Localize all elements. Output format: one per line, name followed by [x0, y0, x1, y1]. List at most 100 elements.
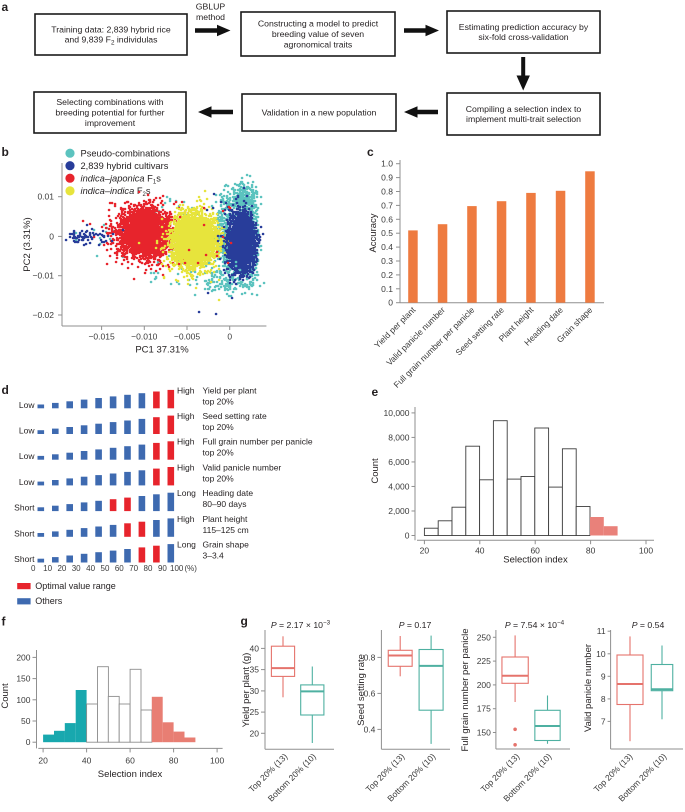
svg-text:50: 50	[21, 716, 31, 726]
svg-text:top 20%: top 20%	[203, 448, 235, 458]
svg-text:Long: Long	[177, 488, 196, 498]
svg-text:100: 100	[170, 564, 184, 573]
svg-text:Selection index: Selection index	[98, 769, 163, 780]
svg-text:0.9: 0.9	[381, 173, 393, 183]
svg-text:Grain shape: Grain shape	[203, 540, 250, 550]
svg-text:d: d	[2, 383, 9, 397]
svg-text:175: 175	[477, 704, 491, 714]
svg-text:0: 0	[26, 737, 31, 747]
svg-text:0.5: 0.5	[381, 228, 393, 238]
svg-text:Constructing a model to predic: Constructing a model to predict	[258, 19, 379, 29]
svg-text:Low: Low	[19, 451, 35, 461]
svg-text:40: 40	[250, 643, 260, 653]
svg-text:−0.015: −0.015	[88, 332, 115, 342]
svg-text:40: 40	[475, 546, 485, 556]
svg-text:8,000: 8,000	[388, 432, 410, 442]
svg-text:70: 70	[129, 564, 138, 573]
svg-text:High: High	[177, 385, 195, 395]
svg-text:−0.01: −0.01	[32, 271, 54, 281]
svg-text:10: 10	[43, 564, 52, 573]
svg-text:7: 7	[601, 716, 606, 726]
svg-text:30: 30	[250, 686, 260, 696]
svg-text:g: g	[241, 614, 248, 628]
svg-text:4,000: 4,000	[388, 481, 410, 491]
svg-text:and 9,839 F2 individulas: and 9,839 F2 individulas	[65, 35, 159, 47]
svg-text:1.0: 1.0	[381, 159, 393, 169]
svg-text:0: 0	[49, 231, 54, 241]
svg-text:−0.005: −0.005	[174, 332, 201, 342]
svg-text:top 20%: top 20%	[203, 473, 235, 483]
svg-text:b: b	[2, 145, 9, 159]
svg-text:top 20%: top 20%	[203, 422, 235, 432]
svg-text:40: 40	[82, 756, 92, 766]
svg-text:Training data: 2,839 hybrid ri: Training data: 2,839 hybrid rice	[51, 24, 171, 34]
svg-text:Compiling a selection index to: Compiling a selection index to	[466, 104, 582, 114]
svg-text:c: c	[367, 145, 374, 159]
svg-text:0.6: 0.6	[381, 214, 393, 224]
svg-text:Accuracy: Accuracy	[368, 213, 379, 252]
svg-text:method: method	[196, 12, 225, 22]
svg-text:Selecting combinations with: Selecting combinations with	[56, 97, 163, 107]
svg-text:40: 40	[86, 564, 95, 573]
svg-text:High: High	[177, 437, 195, 447]
svg-text:8: 8	[601, 694, 606, 704]
svg-text:Low: Low	[19, 426, 35, 436]
svg-text:PC2 (3.31%): PC2 (3.31%)	[22, 217, 33, 271]
svg-text:Others: Others	[35, 596, 63, 606]
svg-text:Yield per plant (g): Yield per plant (g)	[241, 653, 252, 728]
svg-text:−0.02: −0.02	[32, 310, 54, 320]
svg-text:Short: Short	[14, 503, 35, 513]
svg-text:High: High	[177, 411, 195, 421]
svg-text:35: 35	[250, 665, 260, 675]
svg-text:6,000: 6,000	[388, 457, 410, 467]
svg-text:agronomical traits: agronomical traits	[284, 39, 353, 49]
svg-text:20: 20	[57, 564, 66, 573]
svg-text:P = 0.54: P = 0.54	[632, 620, 665, 630]
svg-text:Selection index: Selection index	[503, 555, 568, 566]
svg-text:P = 2.17 × 10−3: P = 2.17 × 10−3	[271, 620, 331, 631]
svg-text:115–125 cm: 115–125 cm	[203, 525, 249, 535]
svg-text:20: 20	[250, 728, 260, 738]
svg-text:breeding value of seven: breeding value of seven	[272, 29, 364, 39]
svg-text:3–3.4: 3–3.4	[203, 551, 225, 561]
svg-text:breeding potential for further: breeding potential for further	[55, 108, 164, 118]
svg-text:250: 250	[477, 632, 491, 642]
svg-text:225: 225	[477, 656, 491, 666]
svg-text:150: 150	[477, 728, 491, 738]
svg-text:100: 100	[639, 546, 653, 556]
svg-text:0.3: 0.3	[381, 256, 393, 266]
svg-text:0.8: 0.8	[364, 652, 376, 662]
svg-text:10: 10	[596, 649, 606, 659]
svg-text:Short: Short	[14, 528, 35, 538]
svg-text:Short: Short	[14, 554, 35, 564]
svg-text:0.1: 0.1	[381, 284, 393, 294]
svg-text:Valid panicle number: Valid panicle number	[583, 644, 594, 732]
svg-text:Validation in a new population: Validation in a new population	[262, 108, 377, 118]
svg-text:Heading date: Heading date	[203, 488, 254, 498]
svg-text:P = 0.17: P = 0.17	[399, 620, 432, 630]
svg-text:10,000: 10,000	[384, 408, 410, 418]
svg-text:Low: Low	[19, 477, 35, 487]
svg-text:2,000: 2,000	[388, 506, 410, 516]
svg-text:Full grain number per panicle: Full grain number per panicle	[460, 628, 471, 751]
svg-text:GBLUP: GBLUP	[196, 1, 226, 11]
svg-text:90: 90	[158, 564, 167, 573]
svg-text:0.2: 0.2	[381, 270, 393, 280]
svg-text:20: 20	[420, 546, 430, 556]
svg-text:top 20%: top 20%	[203, 396, 235, 406]
svg-text:Low: Low	[19, 400, 35, 410]
svg-text:implement multi-trait selectio: implement multi-trait selection	[466, 114, 581, 124]
svg-text:indica–indica F2s: indica–indica F2s	[81, 186, 151, 198]
svg-text:60: 60	[115, 564, 124, 573]
svg-text:0.4: 0.4	[364, 724, 376, 734]
svg-text:0: 0	[31, 564, 36, 573]
svg-text:indica–japonica F1s: indica–japonica F1s	[81, 174, 162, 186]
svg-text:Long: Long	[177, 540, 196, 550]
svg-text:High: High	[177, 514, 195, 524]
svg-text:200: 200	[16, 652, 30, 662]
svg-text:f: f	[2, 615, 7, 629]
svg-text:80–90 days: 80–90 days	[203, 499, 247, 509]
svg-text:80: 80	[169, 756, 179, 766]
svg-text:0: 0	[388, 298, 393, 308]
svg-text:Plant height: Plant height	[203, 514, 249, 524]
